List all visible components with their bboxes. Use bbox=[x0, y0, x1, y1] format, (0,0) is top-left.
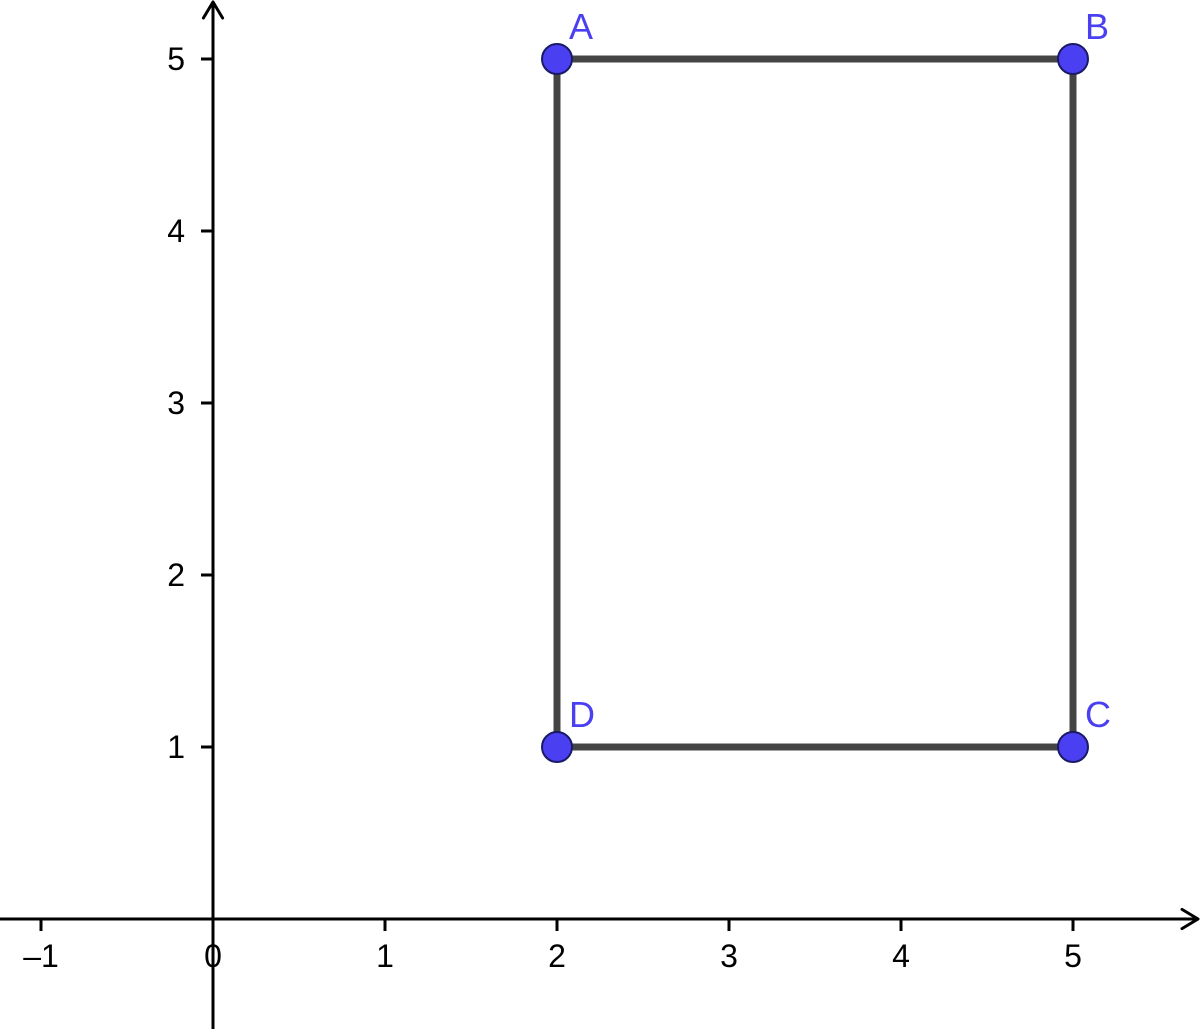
y-tick-label: 4 bbox=[167, 213, 185, 249]
vertex-point bbox=[1058, 44, 1088, 74]
coordinate-chart: –1012345612345ABCD bbox=[0, 0, 1200, 1029]
vertex-point bbox=[542, 732, 572, 762]
x-tick-label: 1 bbox=[376, 938, 394, 974]
vertex-point bbox=[1058, 732, 1088, 762]
x-tick-label: 4 bbox=[892, 938, 910, 974]
x-tick-label: 5 bbox=[1064, 938, 1082, 974]
chart-svg: –1012345612345ABCD bbox=[0, 0, 1200, 1029]
x-tick-label: –1 bbox=[23, 938, 59, 974]
y-tick-label: 1 bbox=[167, 729, 185, 765]
y-tick-label: 3 bbox=[167, 385, 185, 421]
x-tick-label: 3 bbox=[720, 938, 738, 974]
x-tick-label: 2 bbox=[548, 938, 566, 974]
vertex-label: D bbox=[569, 694, 595, 735]
vertex-label: B bbox=[1085, 6, 1109, 47]
vertex-label: A bbox=[569, 6, 593, 47]
vertex-label: C bbox=[1085, 694, 1111, 735]
y-tick-label: 2 bbox=[167, 557, 185, 593]
x-tick-label: 0 bbox=[204, 938, 222, 974]
vertex-point bbox=[542, 44, 572, 74]
y-tick-label: 5 bbox=[167, 41, 185, 77]
